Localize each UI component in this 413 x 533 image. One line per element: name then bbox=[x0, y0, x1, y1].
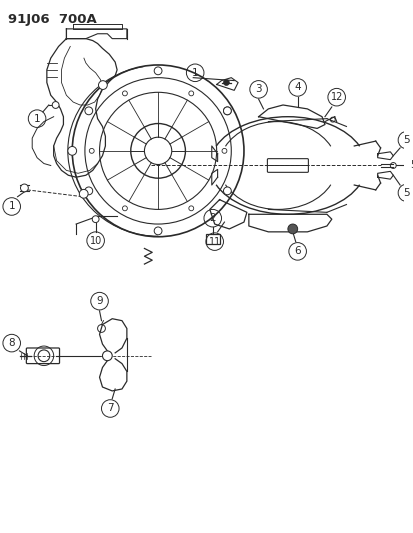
Text: 3: 3 bbox=[255, 84, 261, 94]
Circle shape bbox=[92, 216, 99, 223]
Circle shape bbox=[85, 107, 93, 115]
Text: 12: 12 bbox=[330, 92, 342, 102]
Text: 4: 4 bbox=[294, 83, 300, 92]
Circle shape bbox=[223, 79, 229, 85]
Text: 2: 2 bbox=[209, 213, 216, 223]
Circle shape bbox=[79, 189, 88, 198]
Circle shape bbox=[223, 107, 231, 115]
Text: 8: 8 bbox=[8, 338, 15, 348]
Circle shape bbox=[287, 224, 297, 234]
Circle shape bbox=[154, 227, 161, 235]
Text: 7: 7 bbox=[107, 403, 113, 414]
Text: 6: 6 bbox=[294, 246, 300, 256]
Text: 5: 5 bbox=[409, 160, 413, 171]
Text: 1: 1 bbox=[34, 114, 40, 124]
Circle shape bbox=[188, 91, 193, 96]
Circle shape bbox=[221, 148, 226, 154]
Circle shape bbox=[154, 67, 161, 75]
Circle shape bbox=[223, 107, 231, 115]
Text: 1: 1 bbox=[191, 68, 198, 78]
Circle shape bbox=[122, 91, 127, 96]
Text: 91J06  700A: 91J06 700A bbox=[8, 13, 96, 26]
Text: 5: 5 bbox=[403, 135, 409, 145]
Text: 5: 5 bbox=[403, 188, 409, 198]
Circle shape bbox=[122, 206, 127, 211]
Circle shape bbox=[52, 102, 59, 108]
Circle shape bbox=[21, 184, 28, 192]
Text: 1: 1 bbox=[8, 201, 15, 212]
Text: 10: 10 bbox=[89, 236, 102, 246]
Text: 11: 11 bbox=[208, 237, 220, 247]
Circle shape bbox=[89, 148, 94, 154]
Circle shape bbox=[223, 187, 231, 195]
Circle shape bbox=[188, 206, 193, 211]
Text: 9: 9 bbox=[96, 296, 102, 306]
Circle shape bbox=[68, 147, 76, 155]
Circle shape bbox=[85, 187, 93, 195]
Circle shape bbox=[389, 163, 395, 168]
Circle shape bbox=[98, 80, 107, 90]
Circle shape bbox=[102, 351, 112, 361]
